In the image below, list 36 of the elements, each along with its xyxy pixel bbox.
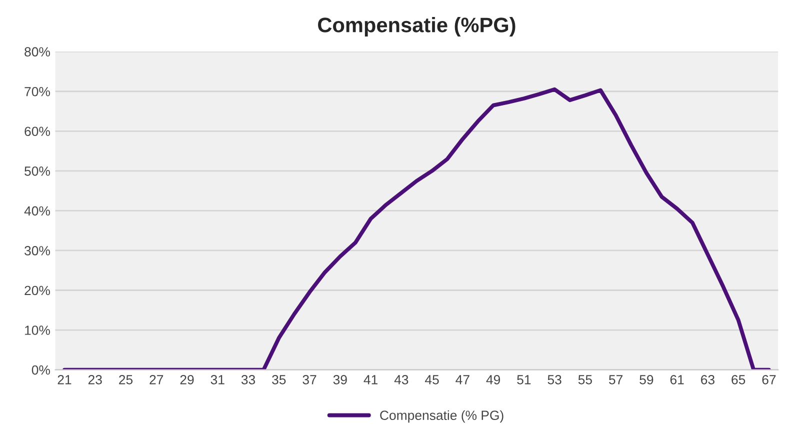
x-tick-label: 67 [762,375,776,384]
x-tick-label: 35 [272,375,286,384]
x-tick-label: 33 [241,375,256,384]
x-tick-label: 43 [394,375,408,384]
x-tick-label: 55 [578,375,592,384]
legend-label: Compensatie (% PG) [380,410,504,423]
x-tick-label: 47 [456,375,470,384]
y-tick-label: 80% [24,47,50,57]
chart-title: Compensatie (%PG) [318,17,516,36]
y-tick-label: 0% [32,365,50,375]
x-tick-label: 61 [670,375,684,384]
x-tick-label: 45 [425,375,439,384]
y-tick-label: 50% [24,166,50,176]
x-tick-label: 63 [701,375,714,384]
x-tick-label: 53 [548,375,562,384]
x-tick-label: 29 [180,375,194,384]
y-tick-label: 40% [24,206,50,216]
x-tick-label: 57 [609,375,622,384]
x-tick-label: 31 [210,375,224,384]
x-tick-label: 37 [302,375,316,384]
x-tick-label: 23 [88,375,102,384]
line-series [62,87,771,370]
x-tick-label: 41 [364,375,378,384]
x-tick-label: 27 [150,375,164,384]
x-tick-label: 21 [58,375,72,384]
x-tick-label: 49 [486,375,500,384]
y-tick-label: 70% [24,86,50,96]
y-tick-label: 30% [24,246,50,256]
x-tick-label: 65 [732,375,746,384]
x-tick-label: 59 [640,375,654,384]
y-tick-label: 10% [25,326,50,335]
x-tick-label: 25 [119,375,133,384]
y-tick-label: 60% [24,126,50,136]
y-tick-label: 20% [24,286,50,296]
x-tick-label: 39 [333,375,347,384]
x-tick-label: 51 [517,375,531,384]
